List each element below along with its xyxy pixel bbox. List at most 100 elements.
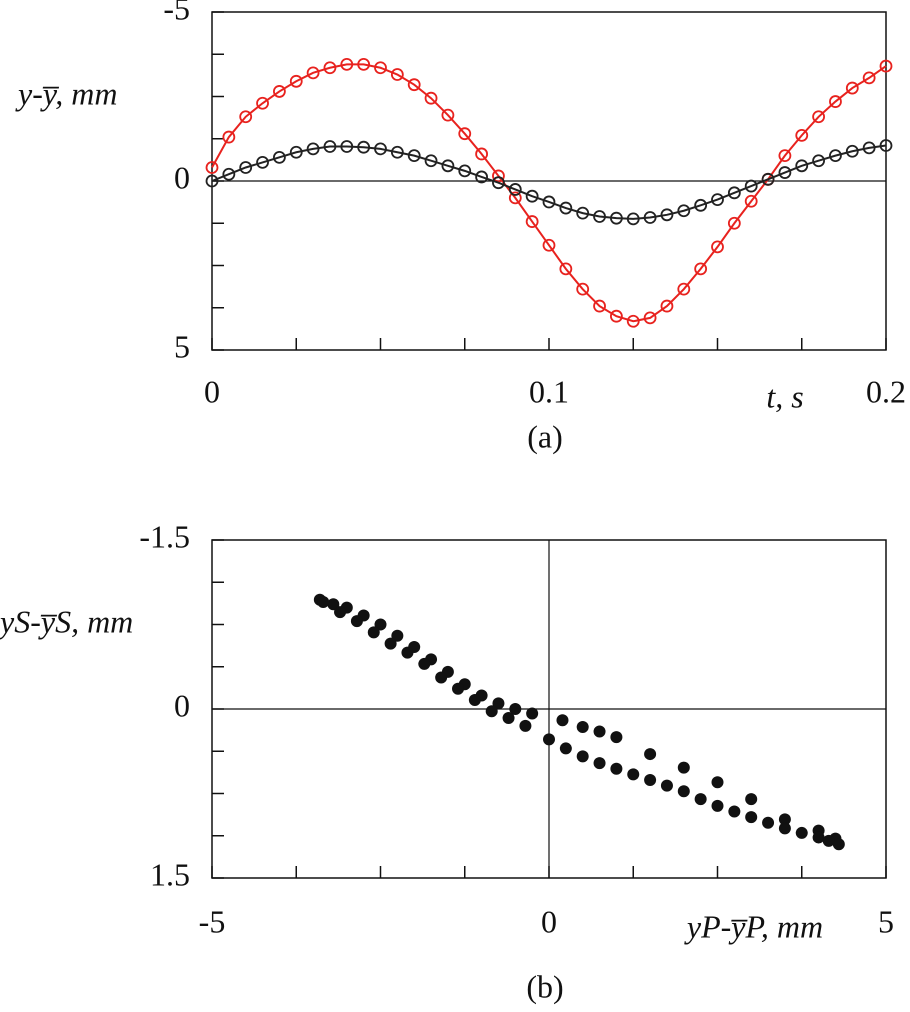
data-point bbox=[610, 731, 623, 744]
data-point bbox=[677, 204, 691, 218]
data-point bbox=[441, 159, 455, 173]
x-axis-label: yP-y̅P, mm bbox=[684, 908, 823, 944]
data-point bbox=[272, 85, 286, 98]
data-point bbox=[559, 742, 572, 755]
data-point bbox=[626, 212, 640, 226]
data-point bbox=[350, 615, 363, 628]
data-point bbox=[711, 193, 724, 206]
data-point bbox=[660, 779, 673, 792]
data-point bbox=[576, 721, 589, 734]
data-point bbox=[374, 618, 387, 631]
data-point bbox=[542, 238, 556, 252]
data-point bbox=[452, 682, 465, 695]
data-point bbox=[222, 130, 236, 144]
data-point bbox=[289, 74, 303, 88]
data-point bbox=[610, 211, 623, 225]
x-tick-label: 0 bbox=[541, 903, 557, 939]
data-point bbox=[519, 719, 532, 732]
data-point bbox=[795, 159, 809, 173]
data-point bbox=[424, 154, 438, 168]
caption: (a) bbox=[527, 418, 563, 454]
data-point bbox=[407, 149, 421, 163]
data-point bbox=[576, 750, 589, 763]
data-point bbox=[542, 195, 556, 209]
data-point bbox=[239, 110, 253, 124]
y-axis-label: yS-y̅S, mm bbox=[0, 603, 133, 639]
data-point bbox=[610, 309, 623, 323]
data-point bbox=[401, 646, 414, 659]
data-point bbox=[778, 166, 792, 179]
data-point bbox=[845, 144, 859, 158]
data-point bbox=[525, 189, 539, 203]
x-tick-label: -5 bbox=[199, 903, 226, 939]
data-point bbox=[593, 725, 606, 738]
data-point bbox=[435, 671, 448, 684]
data-point bbox=[492, 697, 505, 710]
data-point bbox=[334, 606, 347, 619]
data-point bbox=[272, 150, 286, 164]
data-point bbox=[576, 206, 590, 220]
data-point bbox=[862, 141, 876, 155]
data-point bbox=[795, 128, 809, 142]
data-point bbox=[593, 757, 606, 770]
data-point bbox=[576, 282, 590, 296]
data-point bbox=[485, 705, 498, 718]
data-point bbox=[677, 761, 690, 774]
data-point bbox=[812, 154, 825, 168]
data-point bbox=[289, 145, 303, 159]
data-point bbox=[593, 210, 606, 223]
data-point bbox=[559, 262, 573, 276]
data-point bbox=[458, 127, 472, 141]
data-point bbox=[745, 793, 758, 806]
data-point bbox=[502, 712, 515, 725]
data-point bbox=[509, 703, 522, 715]
x-tick-label: 0 bbox=[204, 373, 220, 409]
data-point bbox=[727, 186, 741, 200]
data-point bbox=[374, 61, 387, 75]
y-axis-label: y-y̅, mm bbox=[15, 75, 118, 111]
data-point bbox=[367, 626, 380, 639]
data-point bbox=[441, 108, 455, 122]
data-point bbox=[610, 762, 623, 775]
data-point bbox=[829, 149, 842, 163]
series-line bbox=[211, 63, 887, 323]
data-point bbox=[390, 68, 404, 81]
data-point bbox=[627, 768, 640, 781]
data-point bbox=[711, 799, 724, 812]
data-point bbox=[812, 831, 825, 844]
data-point bbox=[744, 179, 758, 193]
data-point bbox=[508, 183, 522, 196]
data-point bbox=[317, 595, 330, 608]
data-point bbox=[862, 71, 876, 85]
data-point bbox=[694, 262, 708, 276]
data-point bbox=[745, 811, 758, 824]
data-point bbox=[458, 164, 472, 178]
data-point bbox=[728, 805, 741, 818]
data-point bbox=[222, 167, 236, 181]
data-point bbox=[879, 139, 893, 152]
x-tick-label: 0.2 bbox=[866, 373, 906, 409]
data-point bbox=[644, 773, 657, 786]
data-point bbox=[418, 657, 431, 670]
y-tick-label: -5 bbox=[163, 0, 190, 26]
data-point bbox=[559, 201, 573, 215]
data-point bbox=[694, 793, 707, 806]
data-point bbox=[407, 78, 421, 92]
data-point bbox=[677, 785, 690, 798]
data-point bbox=[205, 174, 219, 188]
y-tick-label: 0 bbox=[174, 687, 190, 723]
data-point bbox=[508, 191, 522, 205]
data-point bbox=[694, 198, 708, 212]
data-point bbox=[390, 145, 404, 159]
x-tick-label: 0.1 bbox=[529, 373, 569, 409]
x-tick-label: 5 bbox=[878, 903, 894, 939]
data-point bbox=[711, 776, 724, 789]
data-point bbox=[256, 156, 269, 169]
data-point bbox=[492, 176, 505, 190]
data-point bbox=[525, 215, 539, 228]
data-point bbox=[845, 81, 859, 95]
data-point bbox=[711, 240, 724, 254]
data-point bbox=[340, 57, 354, 71]
data-point bbox=[832, 838, 845, 851]
